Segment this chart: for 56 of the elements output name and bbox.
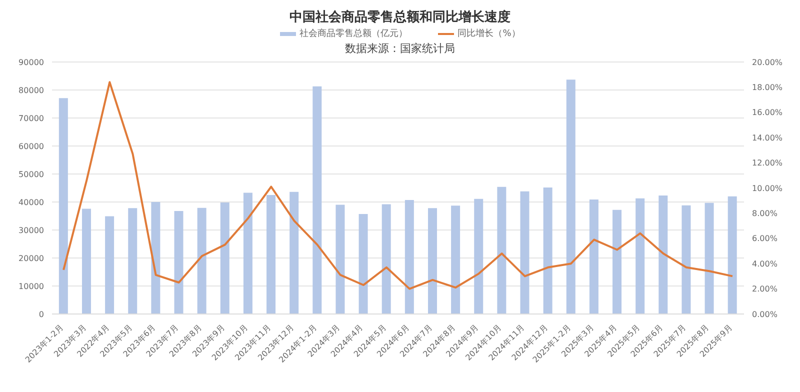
bar <box>474 198 484 314</box>
y2-tick-label: 2.00% <box>752 284 778 294</box>
bar <box>197 208 206 314</box>
y-tick-label: 60000 <box>18 142 44 151</box>
bar <box>543 187 552 314</box>
bar <box>428 208 437 314</box>
bar <box>128 208 138 314</box>
y2-tick-label: 8.00% <box>752 209 778 218</box>
y2-tick-label: 14.00% <box>752 133 783 142</box>
bar <box>358 214 368 314</box>
bar <box>636 198 645 314</box>
y-tick-label: 50000 <box>18 170 44 179</box>
bar <box>451 206 460 314</box>
y2-tick-label: 0.00% <box>752 310 778 319</box>
bar <box>612 210 622 314</box>
y-tick-label: 40000 <box>18 198 44 207</box>
y-tick-label: 30000 <box>18 226 44 235</box>
bar <box>105 216 114 314</box>
bar <box>704 202 714 314</box>
bar <box>174 210 184 314</box>
y-tick-label: 10000 <box>18 282 44 291</box>
bar <box>151 202 160 314</box>
bar <box>589 199 598 314</box>
y-tick-label: 80000 <box>18 86 44 95</box>
line-series <box>62 81 734 290</box>
bar <box>520 191 530 314</box>
y-tick-label: 20000 <box>18 254 44 263</box>
chart-subtitle: 数据来源：国家统计局 <box>344 41 456 56</box>
bar <box>566 80 576 314</box>
bar <box>404 200 414 314</box>
y2-tick-label: 18.00% <box>752 83 783 92</box>
bar <box>266 195 276 314</box>
bar <box>243 192 252 314</box>
bar <box>312 86 322 314</box>
bar <box>290 192 299 314</box>
y2-tick-label: 4.00% <box>752 259 778 268</box>
y2-tick-label: 12.00% <box>752 158 783 168</box>
bar <box>382 204 391 314</box>
legend-label: 同比增长（%） <box>458 28 520 40</box>
y-tick-label: 90000 <box>18 58 44 67</box>
bar <box>336 204 345 314</box>
bar <box>728 196 737 314</box>
bar <box>220 202 230 314</box>
y2-tick-label: 16.00% <box>752 108 783 118</box>
y2-tick-label: 10.00% <box>752 184 783 193</box>
bar <box>658 196 668 314</box>
y2-tick-label: 20.00% <box>752 58 783 67</box>
legend-label: 社会商品零售总额（亿元） <box>300 28 408 40</box>
bar <box>497 186 506 314</box>
bar <box>58 98 68 314</box>
bar <box>682 205 691 314</box>
bar <box>82 208 91 314</box>
chart-title: 中国社会商品零售总额和同比增长速度 <box>288 8 512 26</box>
y-tick-label: 70000 <box>18 114 44 123</box>
y-tick-label: 0 <box>38 310 44 319</box>
y2-tick-label: 6.00% <box>752 234 778 244</box>
